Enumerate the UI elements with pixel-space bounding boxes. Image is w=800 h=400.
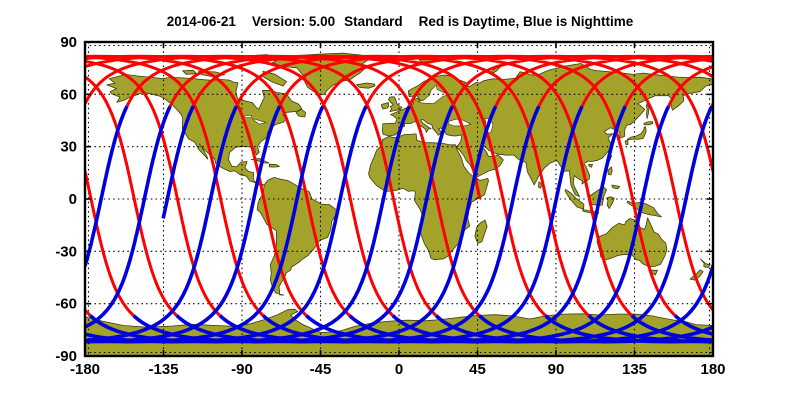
plot-title: 2014-06-21 Version: 5.00 Standard Red is Da… xyxy=(0,14,800,29)
x-tick-label: 135 xyxy=(622,361,647,378)
nighttime-track xyxy=(85,105,713,344)
x-tick-label: -180 xyxy=(70,361,100,378)
landmass xyxy=(388,96,403,112)
landmass xyxy=(588,163,593,168)
landmass xyxy=(646,103,650,119)
x-tick-label: -90 xyxy=(231,361,253,378)
landmass xyxy=(643,121,654,126)
title-date: 2014-06-21 xyxy=(166,14,236,29)
title-version: Version: 5.00 xyxy=(251,14,336,29)
landmass xyxy=(607,166,613,176)
y-tick-label: 30 xyxy=(60,139,77,156)
axis-labels: -180 -135 -90 -45 0 45 90 135 180 90 60 30 0 -30 -60 -9… xyxy=(55,34,725,378)
landmass xyxy=(538,181,543,189)
track-layer xyxy=(85,54,713,344)
landmass xyxy=(626,126,647,141)
landmass xyxy=(356,82,376,89)
x-tick-label: 90 xyxy=(548,361,565,378)
water-body xyxy=(252,118,267,125)
landmass xyxy=(624,140,629,146)
water-body xyxy=(417,84,452,104)
landmass xyxy=(611,184,621,190)
x-tick-label: 45 xyxy=(469,361,486,378)
landmass xyxy=(295,108,307,118)
y-tick-label: 90 xyxy=(60,34,77,51)
y-tick-label: -30 xyxy=(55,243,77,260)
landmass xyxy=(268,163,280,168)
y-tick-label: 60 xyxy=(60,86,77,103)
landmass xyxy=(262,70,287,87)
landmass xyxy=(606,196,615,209)
landmass xyxy=(700,258,711,268)
x-tick-label: 180 xyxy=(700,361,725,378)
landmass xyxy=(182,69,197,75)
plot-frame xyxy=(83,40,715,358)
y-tick-label: -60 xyxy=(55,296,77,313)
landmass xyxy=(689,269,704,281)
landmass xyxy=(381,102,390,110)
water-body xyxy=(243,115,252,118)
y-tick-label: 0 xyxy=(69,191,77,208)
x-tick-label: -45 xyxy=(310,361,332,378)
landmass xyxy=(474,219,488,245)
landmass xyxy=(256,177,339,296)
y-tick-label: -90 xyxy=(55,348,77,365)
title-legend: Red is Daytime, Blue is Nighttime xyxy=(418,14,634,29)
x-tick-label: 0 xyxy=(395,361,403,378)
x-tick-label: -135 xyxy=(148,361,178,378)
title-mode: Standard xyxy=(344,14,403,29)
